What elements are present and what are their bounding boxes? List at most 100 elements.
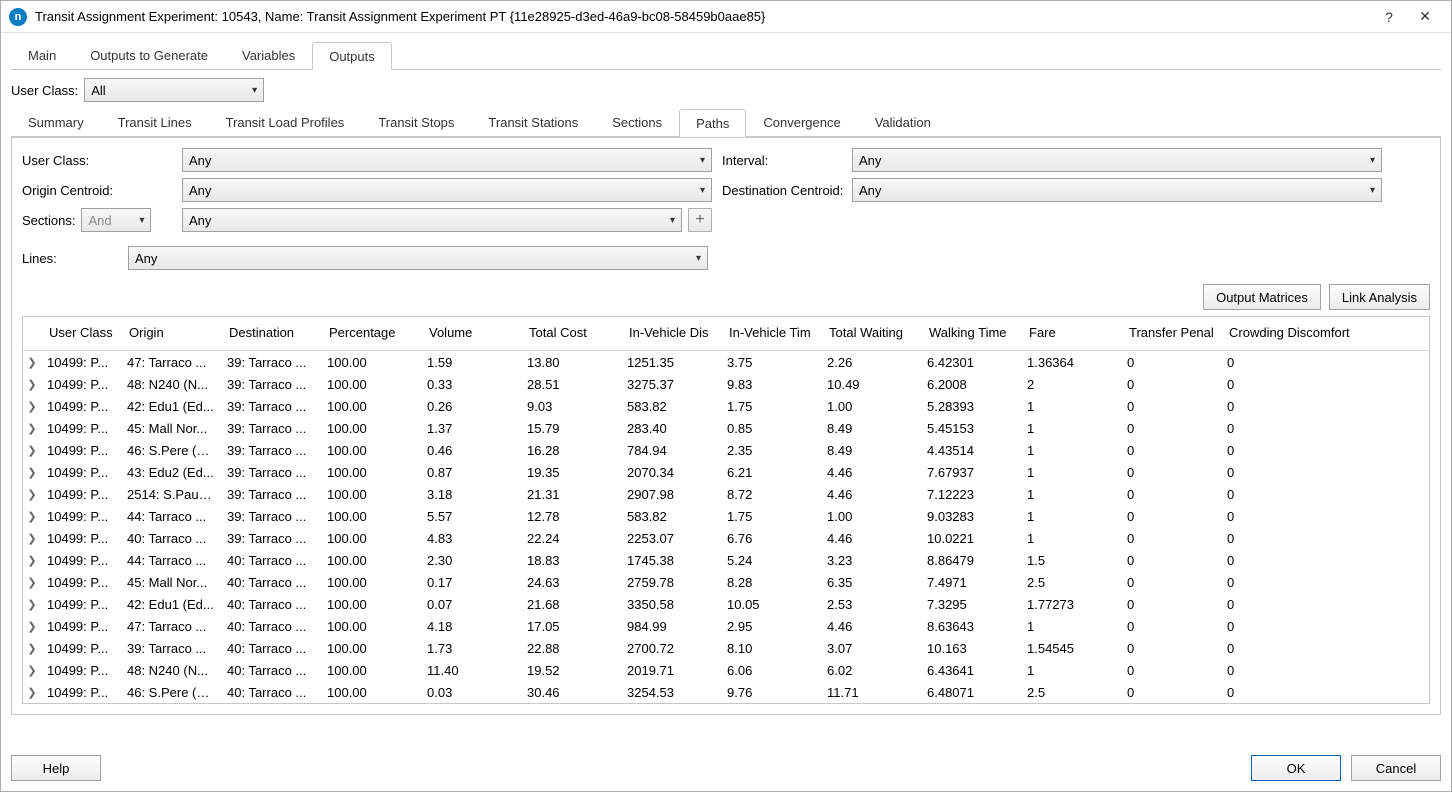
cell-ivd: 3275.37 (621, 377, 721, 392)
cell-walking: 4.43514 (921, 443, 1021, 458)
cell-transfer: 0 (1121, 641, 1221, 656)
table-row[interactable]: ❯10499: P...45: Mall Nor...39: Tarraco .… (23, 417, 1429, 439)
expand-icon[interactable]: ❯ (23, 422, 41, 435)
th-volume[interactable]: Volume (423, 317, 523, 350)
expand-icon[interactable]: ❯ (23, 466, 41, 479)
link-analysis-button[interactable]: Link Analysis (1329, 284, 1430, 310)
table-row[interactable]: ❯10499: P...48: N240 (N...40: Tarraco ..… (23, 659, 1429, 681)
cell-transfer: 0 (1121, 465, 1221, 480)
cell-crowding: 0 (1221, 641, 1371, 656)
cell-walking: 7.4971 (921, 575, 1021, 590)
cell-user-class: 10499: P... (41, 377, 121, 392)
table-row[interactable]: ❯10499: P...47: Tarraco ...40: Tarraco .… (23, 615, 1429, 637)
filter-sections-combo[interactable]: Any ▾ (182, 208, 682, 232)
cell-user-class: 10499: P... (41, 641, 121, 656)
main-tab-outputs-to-generate[interactable]: Outputs to Generate (73, 41, 225, 69)
th-total-cost[interactable]: Total Cost (523, 317, 623, 350)
ok-button[interactable]: OK (1251, 755, 1341, 781)
filter-sections-value-row: Any ▾ + (182, 208, 712, 232)
th-crowding-discomfort[interactable]: Crowding Discomfort (1223, 317, 1373, 350)
main-tab-outputs[interactable]: Outputs (312, 42, 392, 70)
cell-percentage: 100.00 (321, 531, 421, 546)
user-class-combo[interactable]: All ▾ (84, 78, 264, 102)
sub-tab-summary[interactable]: Summary (11, 108, 101, 136)
th-percentage[interactable]: Percentage (323, 317, 423, 350)
expand-icon[interactable]: ❯ (23, 664, 41, 677)
table-row[interactable]: ❯10499: P...46: S.Pere (S...39: Tarraco … (23, 439, 1429, 461)
sub-tab-transit-load-profiles[interactable]: Transit Load Profiles (209, 108, 362, 136)
cancel-button[interactable]: Cancel (1351, 755, 1441, 781)
add-section-button[interactable]: + (688, 208, 712, 232)
cell-user-class: 10499: P... (41, 597, 121, 612)
main-tab-variables[interactable]: Variables (225, 41, 312, 69)
help-icon[interactable]: ? (1371, 3, 1407, 31)
filter-dest-combo[interactable]: Any ▾ (852, 178, 1382, 202)
cell-transfer: 0 (1121, 685, 1221, 700)
th-origin[interactable]: Origin (123, 317, 223, 350)
expand-icon[interactable]: ❯ (23, 488, 41, 501)
table-row[interactable]: ❯10499: P...39: Tarraco ...40: Tarraco .… (23, 637, 1429, 659)
table-row[interactable]: ❯10499: P...40: Tarraco ...39: Tarraco .… (23, 527, 1429, 549)
cell-ivd: 2253.07 (621, 531, 721, 546)
expand-icon[interactable]: ❯ (23, 598, 41, 611)
expand-icon[interactable]: ❯ (23, 444, 41, 457)
expand-icon[interactable]: ❯ (23, 510, 41, 523)
filter-lines-combo[interactable]: Any ▾ (128, 246, 708, 270)
table-row[interactable]: ❯10499: P...47: Tarraco ...39: Tarraco .… (23, 351, 1429, 373)
table-row[interactable]: ❯10499: P...43: Edu2 (Ed...39: Tarraco .… (23, 461, 1429, 483)
table-row[interactable]: ❯10499: P...44: Tarraco ...40: Tarraco .… (23, 549, 1429, 571)
th-in-vehicle-dist[interactable]: In-Vehicle Dis (623, 317, 723, 350)
th-destination[interactable]: Destination (223, 317, 323, 350)
cell-fare: 1.5 (1021, 553, 1121, 568)
cell-walking: 6.42301 (921, 355, 1021, 370)
table-row[interactable]: ❯10499: P...42: Edu1 (Ed...40: Tarraco .… (23, 593, 1429, 615)
filter-user-class-combo[interactable]: Any ▾ (182, 148, 712, 172)
table-row[interactable]: ❯10499: P...48: N240 (N...39: Tarraco ..… (23, 373, 1429, 395)
table-row[interactable]: ❯10499: P...46: S.Pere (S...40: Tarraco … (23, 681, 1429, 703)
th-in-vehicle-time[interactable]: In-Vehicle Tim (723, 317, 823, 350)
sub-tab-transit-stations[interactable]: Transit Stations (471, 108, 595, 136)
main-tab-main[interactable]: Main (11, 41, 73, 69)
th-user-class[interactable]: User Class (43, 317, 123, 350)
filter-grid: User Class: Any ▾ Interval: Any ▾ Origin… (22, 148, 1430, 232)
output-matrices-button[interactable]: Output Matrices (1203, 284, 1321, 310)
expand-icon[interactable]: ❯ (23, 400, 41, 413)
th-walking-time[interactable]: Walking Time (923, 317, 1023, 350)
sub-tab-validation[interactable]: Validation (858, 108, 948, 136)
expand-icon[interactable]: ❯ (23, 686, 41, 699)
th-total-waiting[interactable]: Total Waiting (823, 317, 923, 350)
expand-icon[interactable]: ❯ (23, 620, 41, 633)
expand-icon[interactable]: ❯ (23, 532, 41, 545)
sub-tab-transit-stops[interactable]: Transit Stops (361, 108, 471, 136)
table-header: User Class Origin Destination Percentage… (23, 317, 1429, 351)
expand-icon[interactable]: ❯ (23, 554, 41, 567)
table-row[interactable]: ❯10499: P...2514: S.Pau (...39: Tarraco … (23, 483, 1429, 505)
table-row[interactable]: ❯10499: P...45: Mall Nor...40: Tarraco .… (23, 571, 1429, 593)
close-icon[interactable]: ✕ (1407, 3, 1443, 31)
sub-tab-sections[interactable]: Sections (595, 108, 679, 136)
filter-interval-combo[interactable]: Any ▾ (852, 148, 1382, 172)
sub-tab-paths[interactable]: Paths (679, 109, 746, 137)
cell-transfer: 0 (1121, 663, 1221, 678)
filter-origin-combo[interactable]: Any ▾ (182, 178, 712, 202)
th-fare[interactable]: Fare (1023, 317, 1123, 350)
expand-icon[interactable]: ❯ (23, 576, 41, 589)
cell-total-cost: 17.05 (521, 619, 621, 634)
sub-tab-convergence[interactable]: Convergence (746, 108, 857, 136)
table-row[interactable]: ❯10499: P...42: Edu1 (Ed...39: Tarraco .… (23, 395, 1429, 417)
help-button[interactable]: Help (11, 755, 101, 781)
table-row[interactable]: ❯10499: P...44: Tarraco ...39: Tarraco .… (23, 505, 1429, 527)
filter-sections-mode-combo[interactable]: And ▾ (81, 208, 151, 232)
cell-destination: 39: Tarraco ... (221, 355, 321, 370)
th-transfer-penal[interactable]: Transfer Penal (1123, 317, 1223, 350)
expand-icon[interactable]: ❯ (23, 378, 41, 391)
cell-crowding: 0 (1221, 553, 1371, 568)
expand-icon[interactable]: ❯ (23, 642, 41, 655)
expand-icon[interactable]: ❯ (23, 356, 41, 369)
cell-ivt: 5.24 (721, 553, 821, 568)
sub-tab-transit-lines[interactable]: Transit Lines (101, 108, 209, 136)
cell-destination: 39: Tarraco ... (221, 531, 321, 546)
window-title: Transit Assignment Experiment: 10543, Na… (35, 9, 1371, 24)
cell-percentage: 100.00 (321, 663, 421, 678)
table-body[interactable]: ❯10499: P...47: Tarraco ...39: Tarraco .… (23, 351, 1429, 703)
